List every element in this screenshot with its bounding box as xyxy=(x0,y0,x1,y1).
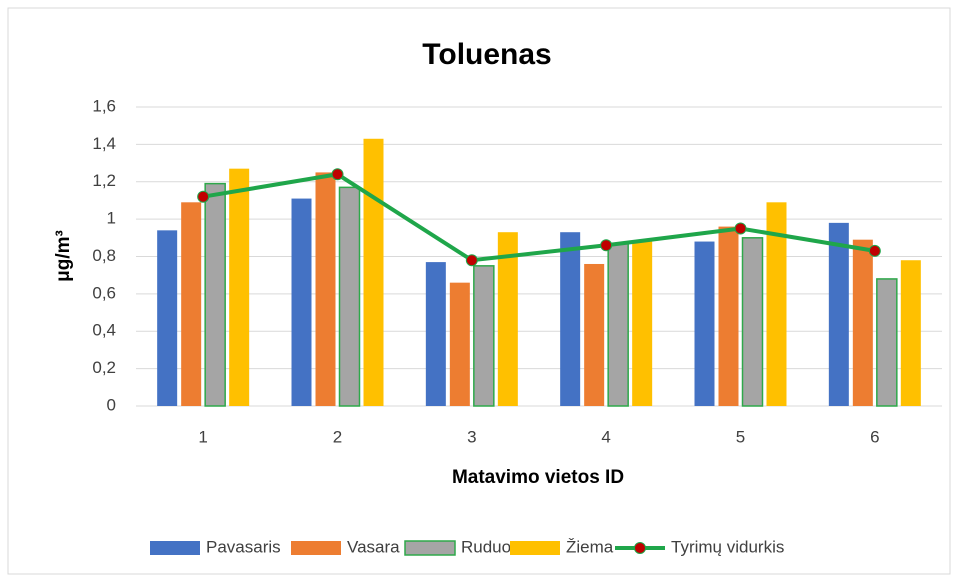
y-tick-label: 0 xyxy=(107,395,116,414)
bar xyxy=(900,260,921,406)
x-tick-label: 5 xyxy=(736,427,745,446)
y-tick-label: 0,8 xyxy=(92,246,116,265)
line xyxy=(202,172,876,263)
marker xyxy=(465,254,478,267)
marker xyxy=(600,239,613,252)
bar xyxy=(473,265,495,407)
legend-swatch xyxy=(510,541,560,555)
bar xyxy=(718,226,739,406)
bar xyxy=(741,237,764,407)
bar xyxy=(766,202,787,406)
bar xyxy=(876,278,898,407)
bar xyxy=(363,138,384,407)
x-tick-label: 6 xyxy=(870,427,879,446)
marker xyxy=(197,190,210,203)
x-axis-label: Matavimo vietos ID xyxy=(452,467,624,488)
bar xyxy=(584,263,605,406)
y-tick-label: 0,6 xyxy=(92,283,116,302)
bar xyxy=(425,262,446,406)
y-tick-label: 1,6 xyxy=(92,96,116,115)
bar xyxy=(181,202,202,406)
x-tick-label: 3 xyxy=(467,427,476,446)
y-tick-label: 1,4 xyxy=(92,134,116,153)
bar xyxy=(497,232,518,406)
bar xyxy=(560,232,581,406)
y-tick-label: 1,2 xyxy=(92,171,116,190)
bar xyxy=(852,239,873,406)
legend-label: Tyrimų vidurkis xyxy=(671,537,784,556)
y-tick-label: 0,2 xyxy=(92,358,116,377)
legend-label: Vasara xyxy=(347,537,400,556)
x-tick-label: 2 xyxy=(333,427,342,446)
bar xyxy=(449,282,470,406)
bar xyxy=(291,198,312,406)
legend-swatch xyxy=(291,541,341,555)
bar xyxy=(204,182,226,407)
bar xyxy=(315,172,336,406)
bar xyxy=(694,241,715,406)
bar xyxy=(157,230,178,406)
marker xyxy=(734,222,747,235)
legend-marker xyxy=(634,542,646,554)
bar xyxy=(338,186,361,407)
legend-label: Ruduo xyxy=(461,537,511,556)
y-tick-label: 1 xyxy=(107,209,116,228)
bar xyxy=(828,222,849,406)
legend-label: Žiema xyxy=(566,537,614,556)
bar xyxy=(607,242,629,407)
legend-label: Pavasaris xyxy=(206,537,281,556)
legend-swatch xyxy=(404,540,456,556)
bar xyxy=(632,241,653,406)
x-tick-label: 1 xyxy=(198,427,207,446)
x-tick-label: 4 xyxy=(601,427,610,446)
chart-title: Toluenas xyxy=(422,38,551,71)
legend-swatch xyxy=(150,541,200,555)
marker xyxy=(868,244,881,257)
y-axis-label: μg/m³ xyxy=(53,230,74,282)
marker xyxy=(331,168,344,181)
y-tick-label: 0,4 xyxy=(92,321,116,340)
bar xyxy=(229,168,250,406)
